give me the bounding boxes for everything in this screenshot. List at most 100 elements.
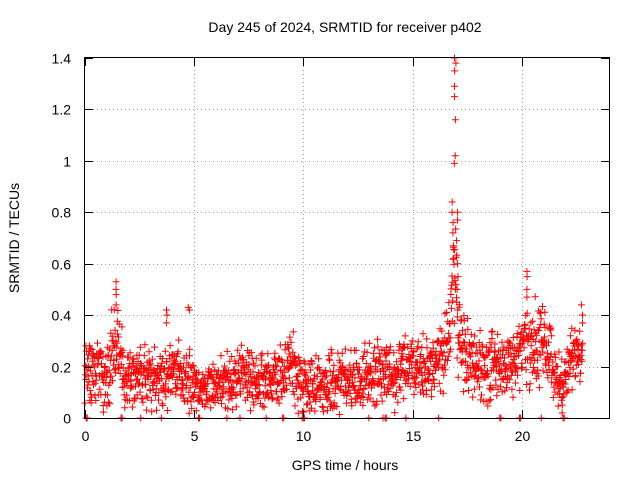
data-point	[265, 361, 273, 369]
data-point	[476, 327, 484, 334]
data-point	[356, 366, 363, 374]
data-point	[491, 359, 499, 366]
data-point	[453, 313, 461, 321]
data-point	[289, 328, 297, 336]
data-point	[535, 350, 543, 358]
data-point	[258, 356, 266, 364]
data-point	[408, 368, 416, 376]
data-point	[391, 379, 399, 387]
data-point	[577, 301, 585, 309]
data-point	[292, 355, 300, 363]
data-point	[291, 402, 299, 410]
data-point	[572, 337, 580, 345]
data-point	[451, 246, 459, 254]
data-point	[88, 393, 95, 401]
data-point	[352, 346, 360, 354]
data-point	[494, 330, 502, 338]
axis-ticks: 0 0.2 0.4 0.6 0.8 1 1.2 1.4 0 5 10 15 20	[52, 51, 609, 444]
data-point	[231, 391, 239, 399]
data-point	[228, 353, 236, 360]
data-point	[575, 342, 583, 350]
data-point	[447, 345, 455, 353]
data-point	[248, 349, 256, 357]
data-point	[236, 380, 244, 388]
data-point	[440, 349, 448, 357]
data-point	[195, 368, 203, 376]
data-point	[167, 388, 175, 396]
data-point	[283, 385, 290, 393]
data-point	[450, 319, 458, 327]
data-point	[477, 396, 485, 404]
data-point	[566, 370, 574, 377]
data-point	[530, 326, 538, 334]
data-point	[481, 362, 489, 370]
data-point	[101, 363, 109, 370]
data-point	[358, 393, 366, 401]
data-point	[558, 355, 566, 363]
data-point	[162, 393, 170, 401]
data-point	[151, 343, 158, 351]
data-point	[108, 347, 116, 355]
data-point	[523, 273, 531, 281]
data-point	[390, 380, 397, 388]
data-point	[459, 338, 467, 346]
data-point	[566, 332, 574, 340]
data-point	[139, 398, 147, 406]
data-point	[506, 376, 514, 384]
data-point	[177, 360, 185, 367]
data-point	[363, 370, 371, 378]
data-point	[227, 371, 235, 379]
data-point	[563, 388, 571, 396]
data-point	[547, 324, 555, 332]
data-point	[452, 225, 460, 233]
data-point	[453, 298, 461, 306]
data-point	[145, 348, 153, 356]
data-point	[512, 379, 520, 387]
data-point	[441, 310, 449, 318]
data-point	[168, 371, 176, 379]
data-point	[197, 397, 205, 405]
data-point	[252, 354, 260, 362]
data-point	[468, 359, 476, 367]
data-point	[449, 297, 457, 305]
data-point	[430, 383, 438, 391]
data-point	[450, 242, 457, 250]
data-point	[315, 355, 323, 363]
data-point	[141, 341, 149, 349]
data-point	[475, 357, 483, 365]
data-point	[112, 291, 120, 299]
data-point	[573, 335, 581, 343]
data-point	[104, 343, 112, 351]
data-point	[272, 370, 280, 378]
data-point	[474, 378, 482, 386]
data-point	[328, 349, 336, 357]
data-point	[91, 379, 99, 387]
data-point	[435, 357, 443, 365]
data-point	[565, 373, 573, 380]
data-point	[142, 381, 150, 389]
data-point	[564, 386, 572, 394]
data-point	[96, 385, 104, 393]
data-point	[186, 345, 194, 353]
data-point	[170, 367, 178, 375]
data-point	[254, 382, 262, 390]
data-point	[430, 375, 437, 383]
data-point	[220, 383, 228, 391]
data-point	[419, 330, 427, 338]
data-point	[282, 375, 290, 383]
data-point	[290, 390, 298, 398]
data-point	[365, 391, 372, 399]
data-point	[491, 340, 499, 348]
x-tick-label: 0	[82, 428, 90, 444]
data-point	[487, 396, 495, 404]
data-point	[471, 332, 479, 340]
data-point	[416, 359, 424, 366]
data-point	[507, 363, 514, 371]
data-point	[202, 400, 210, 408]
data-point	[406, 382, 414, 390]
data-point	[174, 348, 182, 356]
data-point	[213, 388, 221, 396]
data-point	[191, 388, 199, 396]
data-point	[229, 406, 237, 414]
data-point	[289, 379, 296, 387]
